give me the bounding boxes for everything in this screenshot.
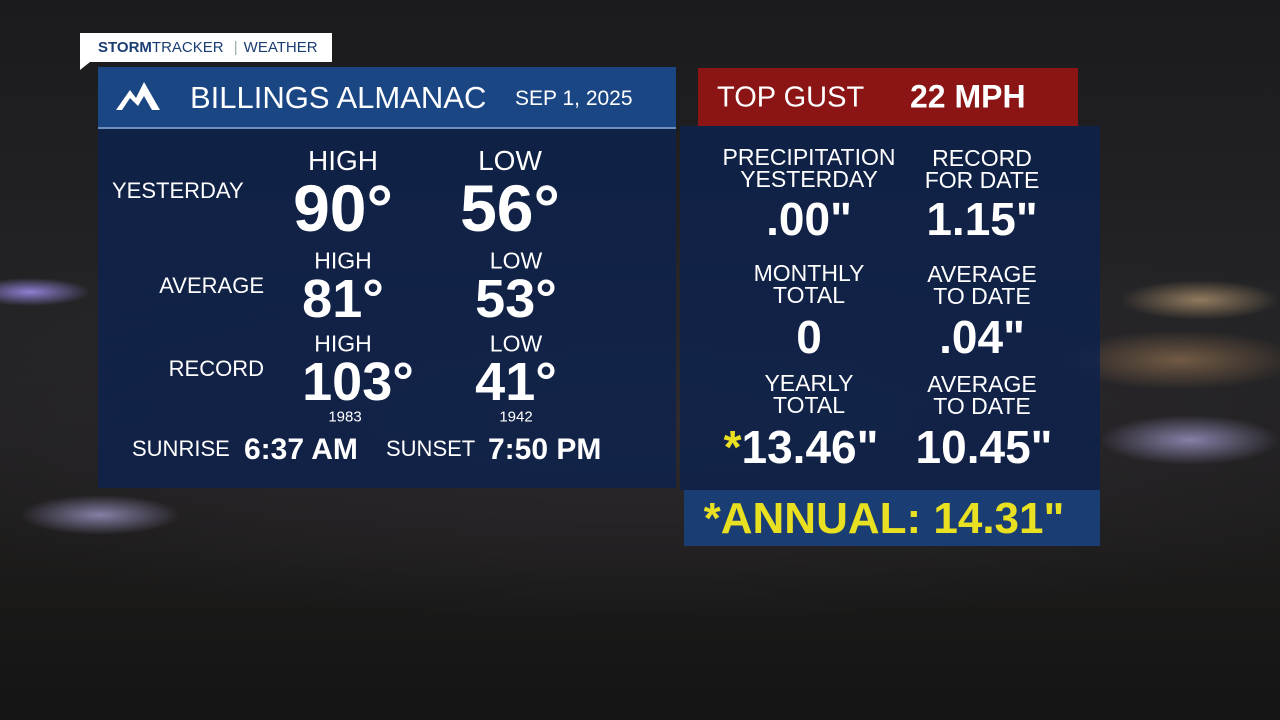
precip-value: .04"	[939, 311, 1025, 363]
precip-label: AVERAGE TO DATE	[927, 371, 1037, 419]
brand-light: TRACKER	[151, 39, 224, 56]
annual-box	[684, 490, 1100, 546]
label-line: FOR DATE	[924, 167, 1040, 193]
col-label: LOW	[489, 247, 543, 274]
precip-label: AVERAGE TO DATE	[927, 261, 1037, 309]
col-label: LOW	[489, 330, 543, 357]
precip-value: 1.15"	[926, 193, 1038, 245]
label-line: TOTAL	[773, 392, 845, 418]
temp-value: 81°	[302, 269, 384, 329]
gust-value: 22 MPH	[910, 78, 1026, 115]
gust-box	[698, 68, 1078, 126]
temp-value: 90°	[293, 171, 393, 245]
sun-time: 7:50 PM	[488, 433, 602, 466]
record-year: 1942	[499, 408, 533, 426]
temp-value: 103°	[302, 352, 414, 412]
precip-value-group: *13.46"	[724, 420, 879, 474]
col-label: LOW	[478, 145, 542, 176]
temp-value: 53°	[475, 269, 557, 329]
precip-value: 10.45"	[915, 421, 1053, 473]
record-year: 1983	[328, 408, 362, 426]
label-line: YESTERDAY	[740, 166, 878, 192]
label-line: TOTAL	[773, 282, 845, 308]
precip-value: .00"	[766, 193, 852, 245]
precip-label: YEARLY TOTAL	[764, 370, 854, 418]
precip-value: 13.46"	[741, 421, 879, 473]
label-line: MONTHLY	[753, 260, 865, 286]
asterisk: *	[723, 421, 742, 473]
sun-label: SUNRISE	[132, 436, 230, 461]
temps-panel	[98, 129, 676, 488]
mountain-icon	[116, 82, 160, 110]
row-label: AVERAGE	[159, 273, 264, 298]
precip-label: PRECIPITATION YESTERDAY	[722, 144, 896, 192]
gust-label: TOP GUST	[717, 81, 865, 114]
header-title: BILLINGS ALMANAC	[190, 80, 487, 115]
label-line: PRECIPITATION	[722, 144, 896, 170]
header-date: SEP 1, 2025	[515, 87, 633, 110]
label-line: AVERAGE	[927, 261, 1037, 287]
sun-label: SUNSET	[386, 436, 476, 461]
brand-tag: STORMTRACKER | WEATHER	[80, 33, 332, 62]
label-line: TO DATE	[933, 283, 1031, 309]
row-label: RECORD	[168, 356, 264, 381]
label-line: RECORD	[932, 145, 1032, 171]
brand-section: WEATHER	[243, 39, 318, 56]
brand-bold: STORM	[98, 39, 152, 56]
precip-label: MONTHLY TOTAL	[753, 260, 865, 308]
annual-text: *ANNUAL: 14.31"	[703, 494, 1065, 543]
col-label: HIGH	[314, 330, 372, 357]
label-line: YEARLY	[764, 370, 854, 396]
label-line: TO DATE	[933, 393, 1031, 419]
row-label: YESTERDAY	[112, 178, 244, 203]
sun-time: 6:37 AM	[244, 433, 358, 466]
temp-value: 56°	[460, 171, 560, 245]
precip-value: 0	[796, 311, 822, 363]
precip-label: RECORD FOR DATE	[924, 145, 1040, 193]
header	[98, 67, 676, 129]
precip-panel	[680, 126, 1100, 490]
col-label: HIGH	[308, 145, 378, 176]
tag-tail	[80, 62, 90, 70]
label-line: AVERAGE	[927, 371, 1037, 397]
temp-value: 41°	[475, 352, 557, 412]
col-label: HIGH	[314, 247, 372, 274]
